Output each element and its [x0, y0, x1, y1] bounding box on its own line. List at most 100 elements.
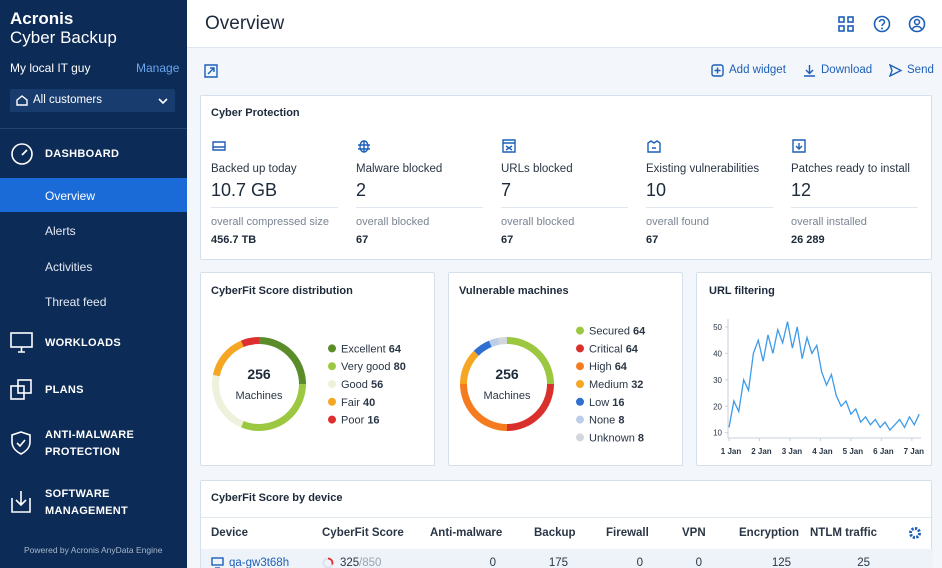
x-tick-label: 4 Jan	[812, 447, 833, 456]
table-row	[201, 549, 933, 568]
legend-entry: Good 56	[341, 379, 383, 391]
manage-link[interactable]: Manage	[136, 61, 180, 75]
legend-entry: Secured 64	[589, 326, 646, 338]
donut-segment	[212, 340, 244, 377]
workloads-icon	[10, 332, 33, 353]
legend-swatch	[576, 433, 584, 442]
donut-segment	[497, 337, 507, 345]
center-label: Machines	[235, 390, 283, 402]
user-name: My local IT guy	[10, 61, 91, 75]
legend-value: 64	[615, 361, 628, 373]
column-header: CyberFit Score	[322, 527, 404, 539]
legend-entry: None 8	[589, 415, 624, 427]
shield-icon	[11, 431, 31, 455]
url-filtering-card: URL filtering 10 20 30 40 50 1 Jan 2 Jan 3 Jan 4…	[696, 272, 932, 466]
donut-segment	[212, 374, 244, 428]
stat-icon	[792, 139, 806, 153]
device-icon	[211, 557, 224, 568]
legend-value: 32	[631, 379, 643, 391]
y-tick-label: 10	[713, 429, 722, 438]
donut-segment	[460, 384, 507, 431]
legend-swatch	[328, 397, 336, 406]
nav-item[interactable]: Threat feed	[45, 295, 107, 309]
send-button[interactable]: Send	[907, 64, 934, 76]
nav-item[interactable]: Alerts	[45, 224, 76, 238]
column-header: Encryption	[739, 527, 800, 539]
device-table-card: CyberFit Score by device Device CyberFit …	[200, 480, 933, 568]
legend-value: 8	[618, 415, 624, 427]
column-header: VPN	[682, 527, 706, 539]
expand-icon[interactable]	[204, 64, 218, 78]
add-widget-button[interactable]: Add widget	[729, 64, 786, 76]
legend-value: 64	[633, 326, 646, 338]
device-link[interactable]: qa-gw3t68h	[229, 557, 290, 568]
card-title: CyberFit Score distribution	[211, 285, 353, 297]
legend-swatch	[328, 362, 336, 371]
legend-swatch	[576, 344, 584, 353]
download-button[interactable]: Download	[821, 64, 873, 76]
stat-sub-label: overall compressed size	[211, 216, 329, 228]
y-tick-label: 50	[713, 323, 722, 332]
x-tick-label: 1 Jan	[721, 447, 742, 456]
nav-software[interactable]: SOFTWARE	[45, 488, 110, 500]
stat-sub-value: 456.7 TB	[211, 234, 257, 246]
divider	[646, 207, 773, 208]
donut-segment	[507, 384, 554, 431]
nav-antimalware[interactable]: ANTI-MALWARE	[45, 429, 135, 441]
divider	[791, 207, 918, 208]
cyberfit-card: CyberFit Score distribution 256 Machines E…	[200, 272, 435, 466]
nav-dashboard[interactable]: DASHBOARD	[45, 148, 120, 160]
donut-segment	[259, 337, 306, 384]
software-icon	[11, 491, 31, 513]
stat-sub-value: 26 289	[791, 234, 825, 246]
legend-entry: Unknown 8	[589, 432, 644, 444]
header: Overview	[187, 0, 942, 48]
cell: 125	[771, 557, 791, 568]
stat-sub-label: overall blocked	[356, 216, 430, 228]
legend-value: 16	[367, 415, 379, 427]
legend-swatch	[576, 415, 584, 424]
stat-value: 7	[501, 180, 512, 200]
cell: 175	[548, 557, 568, 568]
legend-label: Poor	[341, 415, 365, 427]
nav-item[interactable]: Overview	[45, 189, 96, 203]
divider	[356, 207, 483, 208]
icon-shape	[502, 139, 516, 153]
legend-label: Medium	[589, 379, 628, 391]
nav-active-bg	[0, 178, 187, 212]
legend-swatch	[328, 344, 336, 353]
legend-value: 64	[389, 343, 402, 355]
nav-software[interactable]: MANAGEMENT	[45, 505, 129, 517]
settings-icon[interactable]	[908, 526, 922, 540]
cell: 25	[857, 557, 870, 568]
x-tick-label: 7 Jan	[904, 447, 925, 456]
stat-sub-value: 67	[646, 234, 659, 246]
icon-shape	[358, 140, 370, 153]
nav-plans[interactable]: PLANS	[45, 384, 84, 396]
center-value: 256	[247, 366, 271, 382]
legend-value: 64	[626, 343, 639, 355]
legend-value: 56	[371, 379, 383, 391]
y-tick-label: 20	[713, 402, 722, 411]
legend-swatch	[576, 326, 584, 335]
stat-icon	[647, 140, 661, 153]
apps-icon[interactable]	[838, 16, 854, 32]
stat-sub-label: overall blocked	[501, 216, 575, 228]
account-icon[interactable]	[908, 15, 926, 33]
legend-swatch	[328, 380, 336, 388]
customer-dropdown[interactable]: All customers	[10, 89, 175, 112]
nav-item[interactable]: Activities	[45, 260, 93, 274]
nav-antimalware[interactable]: PROTECTION	[45, 446, 121, 458]
help-icon[interactable]	[873, 15, 891, 33]
nav-workloads[interactable]: WORKLOADS	[45, 337, 122, 349]
chevron	[158, 98, 168, 105]
cell: 0	[489, 557, 496, 568]
customer-label: All customers	[33, 94, 103, 106]
card-title: URL filtering	[709, 285, 775, 297]
cell: 0	[636, 557, 643, 568]
stat-icon	[502, 139, 516, 153]
donut-segment	[241, 337, 259, 348]
legend-label: Fair	[341, 397, 360, 409]
